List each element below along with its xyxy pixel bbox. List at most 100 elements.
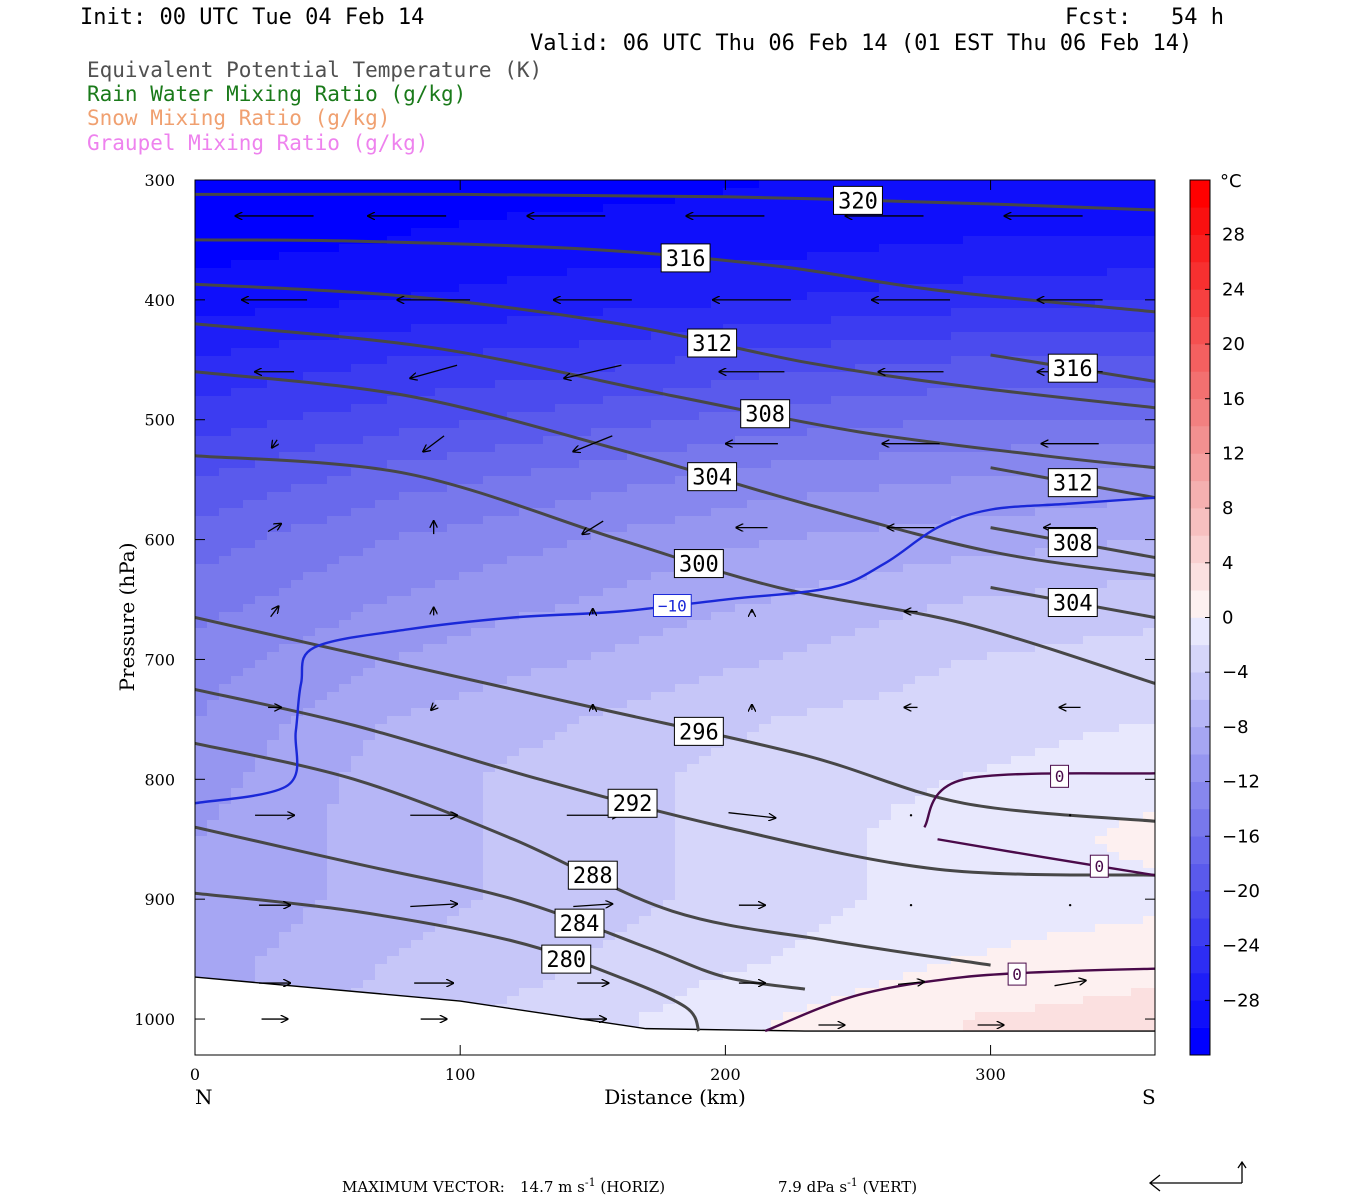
temperature-cell: [303, 524, 316, 533]
temperature-cell: [771, 460, 784, 469]
temperature-cell: [195, 460, 208, 469]
temperature-cell: [867, 540, 880, 549]
temperature-cell: [375, 316, 388, 325]
temperature-cell: [759, 484, 772, 493]
temperature-cell: [483, 380, 496, 389]
temperature-cell: [1071, 572, 1084, 581]
temperature-cell: [303, 540, 316, 549]
temperature-cell: [939, 340, 952, 349]
temperature-cell: [303, 628, 316, 637]
temperature-cell: [507, 380, 520, 389]
temperature-cell: [207, 476, 220, 485]
temperature-cell: [219, 532, 232, 541]
temperature-cell: [831, 340, 844, 349]
temperature-cell: [339, 588, 352, 597]
temperature-cell: [903, 348, 916, 357]
temperature-cell: [855, 508, 868, 517]
temperature-cell: [1023, 468, 1036, 477]
temperature-cell: [903, 244, 916, 253]
temperature-cell: [699, 644, 712, 653]
temperature-cell: [651, 268, 664, 277]
temperature-cell: [519, 348, 532, 357]
temperature-cell: [759, 236, 772, 245]
temperature-cell: [303, 244, 316, 253]
temperature-cell: [1119, 636, 1132, 645]
temperature-cell: [567, 468, 580, 477]
temperature-cell: [1143, 364, 1155, 373]
temperature-cell: [483, 356, 496, 365]
temperature-cell: [423, 276, 436, 285]
temperature-cell: [1107, 540, 1120, 549]
temperature-cell: [975, 588, 988, 597]
temperature-cell: [1023, 396, 1036, 405]
temperature-cell: [879, 380, 892, 389]
temperature-cell: [723, 324, 736, 333]
temperature-cell: [219, 228, 232, 237]
temperature-cell: [1023, 260, 1036, 269]
temperature-cell: [591, 628, 604, 637]
temperature-cell: [1035, 548, 1048, 557]
temperature-cell: [1095, 180, 1108, 189]
temperature-cell: [531, 452, 544, 461]
temperature-cell: [1095, 620, 1108, 629]
temperature-cell: [891, 316, 904, 325]
temperature-cell: [1131, 212, 1144, 221]
temperature-cell: [951, 404, 964, 413]
temperature-cell: [1107, 388, 1120, 397]
temperature-cell: [1143, 540, 1155, 549]
temperature-cell: [507, 292, 520, 301]
temperature-cell: [771, 244, 784, 253]
temperature-cell: [471, 436, 484, 445]
temperature-cell: [1107, 516, 1120, 525]
temperature-cell: [1131, 668, 1144, 677]
temperature-cell: [999, 652, 1012, 661]
temperature-cell: [939, 644, 952, 653]
temperature-cell: [1119, 596, 1132, 605]
temperature-cell: [807, 412, 820, 421]
temperature-cell: [831, 436, 844, 445]
temperature-cell: [435, 284, 448, 293]
temperature-cell: [579, 604, 592, 613]
temperature-cell: [315, 244, 328, 253]
temperature-cell: [759, 268, 772, 277]
temperature-cell: [243, 468, 256, 477]
temperature-cell: [915, 196, 928, 205]
temperature-cell: [375, 428, 388, 437]
temperature-cell: [783, 612, 796, 621]
temperature-cell: [819, 580, 832, 589]
temperature-cell: [579, 276, 592, 285]
temperature-cell: [891, 420, 904, 429]
temperature-cell: [579, 660, 592, 669]
temperature-cell: [879, 388, 892, 397]
temperature-cell: [651, 292, 664, 301]
temperature-cell: [795, 628, 808, 637]
temperature-cell: [435, 468, 448, 477]
temperature-cell: [339, 308, 352, 317]
temperature-cell: [375, 548, 388, 557]
temperature-cell: [495, 180, 508, 189]
temperature-cell: [351, 628, 364, 637]
temperature-cell: [831, 412, 844, 421]
temperature-cell: [255, 668, 268, 677]
temperature-cell: [627, 380, 640, 389]
temperature-cell: [567, 620, 580, 629]
temperature-cell: [1119, 540, 1132, 549]
temperature-cell: [207, 348, 220, 357]
temperature-cell: [315, 508, 328, 517]
temperature-cell: [771, 556, 784, 565]
temperature-cell: [639, 492, 652, 501]
temperature-cell: [891, 460, 904, 469]
temperature-cell: [231, 204, 244, 213]
temperature-cell: [783, 460, 796, 469]
temperature-cell: [1095, 468, 1108, 477]
temperature-cell: [363, 396, 376, 405]
temperature-cell: [603, 540, 616, 549]
temperature-cell: [579, 300, 592, 309]
temperature-cell: [339, 364, 352, 373]
temperature-cell: [1083, 580, 1096, 589]
temperature-cell: [243, 540, 256, 549]
temperature-cell: [399, 580, 412, 589]
temperature-cell: [915, 500, 928, 509]
temperature-cell: [795, 540, 808, 549]
temperature-cell: [663, 308, 676, 317]
